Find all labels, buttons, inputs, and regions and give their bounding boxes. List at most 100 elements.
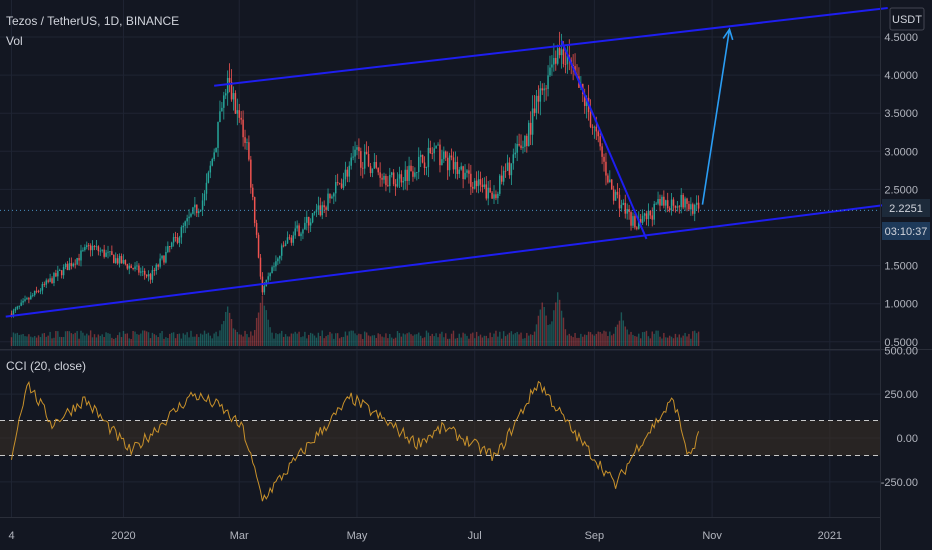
candle-body (230, 81, 233, 100)
candle-body (676, 206, 679, 208)
volume-bar (232, 328, 235, 346)
candle-body (196, 204, 198, 214)
candle-body (167, 246, 169, 252)
volume-bar (667, 337, 669, 346)
candle-body (545, 88, 547, 90)
trendline[interactable] (214, 7, 888, 87)
volume-bar (437, 337, 439, 346)
candle-body (674, 205, 677, 208)
candle-body (223, 95, 225, 108)
candle-body (373, 161, 376, 169)
candle-body (170, 242, 173, 247)
volume-legend[interactable]: Vol (6, 34, 23, 48)
volume-bar (362, 338, 364, 346)
candle-body (59, 270, 61, 271)
candle-body (643, 213, 646, 216)
volume-bar (335, 333, 337, 346)
volume-bar (462, 332, 464, 346)
volume-bar (599, 331, 601, 346)
candle-body (335, 182, 337, 194)
candle-body (470, 173, 472, 187)
candle-body (396, 178, 399, 187)
volume-bar (234, 329, 237, 346)
volume-bar (122, 330, 125, 346)
volume-bar (601, 333, 603, 346)
candle-body (95, 246, 98, 248)
volume-bar (338, 338, 341, 346)
candle-body (55, 273, 57, 277)
volume-bar (570, 335, 572, 346)
volume-bar (493, 333, 495, 346)
candle-body (282, 245, 285, 247)
candle-body (661, 196, 663, 206)
volume-bar (655, 330, 657, 346)
volume-bar (124, 333, 127, 346)
cci-legend[interactable]: CCI (20, close) (6, 359, 86, 373)
candle-body (307, 216, 310, 226)
candle-body (60, 270, 63, 276)
volume-bar (313, 335, 316, 346)
candle-body (87, 245, 90, 247)
volume-bar (389, 334, 391, 346)
candle-body (327, 193, 329, 210)
time-label: 4 (8, 530, 14, 542)
candle-body (412, 171, 414, 177)
volume-bar (647, 336, 650, 346)
candle-body (435, 145, 437, 149)
volume-bar (277, 334, 279, 346)
forecast-arrow-head (722, 27, 734, 41)
currency-box[interactable] (889, 7, 925, 31)
volume-bar (82, 332, 84, 346)
candle-body (253, 197, 256, 224)
volume-bar (261, 295, 264, 346)
volume-bar (184, 334, 186, 346)
candle-body (157, 264, 159, 267)
volume-bar (477, 336, 480, 346)
candle-body (585, 97, 588, 106)
price-tick: 4.0000 (884, 70, 918, 82)
volume-bar (45, 336, 47, 346)
volume-bar (491, 337, 493, 346)
trendline[interactable] (560, 40, 648, 240)
volume-bar (16, 332, 18, 346)
symbol-title[interactable]: Tezos / TetherUS, 1D, BINANCE (6, 14, 179, 28)
volume-bar (284, 334, 287, 346)
trendline[interactable] (5, 203, 888, 318)
volume-bar (391, 337, 393, 346)
candle-body (392, 172, 395, 185)
candle-body (518, 143, 520, 146)
volume-bar (172, 332, 175, 346)
volume-bar (169, 333, 171, 346)
volume-bar (140, 333, 142, 346)
volume-bar (466, 335, 468, 346)
volume-bar (178, 333, 181, 346)
candle-body (151, 270, 154, 280)
candle-body (211, 159, 213, 166)
volume-bar (72, 334, 74, 346)
candle-body (483, 184, 486, 187)
volume-bar (508, 332, 511, 346)
volume-bar (481, 337, 484, 346)
candle-body (605, 161, 607, 176)
volume-bar (101, 334, 103, 346)
volume-bar (163, 338, 165, 346)
drawing-tools[interactable] (0, 7, 888, 318)
candle-body (228, 77, 231, 82)
volume-bar (211, 338, 213, 346)
forecast-arrow[interactable] (701, 29, 731, 205)
candle-body (427, 147, 430, 168)
candle-body (80, 250, 82, 261)
candle-body (28, 298, 30, 300)
candle-body (419, 154, 422, 157)
volume-bar (91, 337, 94, 346)
volume-bar (198, 337, 200, 346)
candle-body (190, 213, 192, 217)
candle-body (589, 112, 592, 127)
candle-body (165, 251, 167, 263)
volume-bar (346, 335, 349, 346)
candle-body (371, 168, 374, 174)
volume-bar (431, 333, 433, 346)
candle-body (365, 151, 368, 154)
candle-body (20, 302, 22, 306)
